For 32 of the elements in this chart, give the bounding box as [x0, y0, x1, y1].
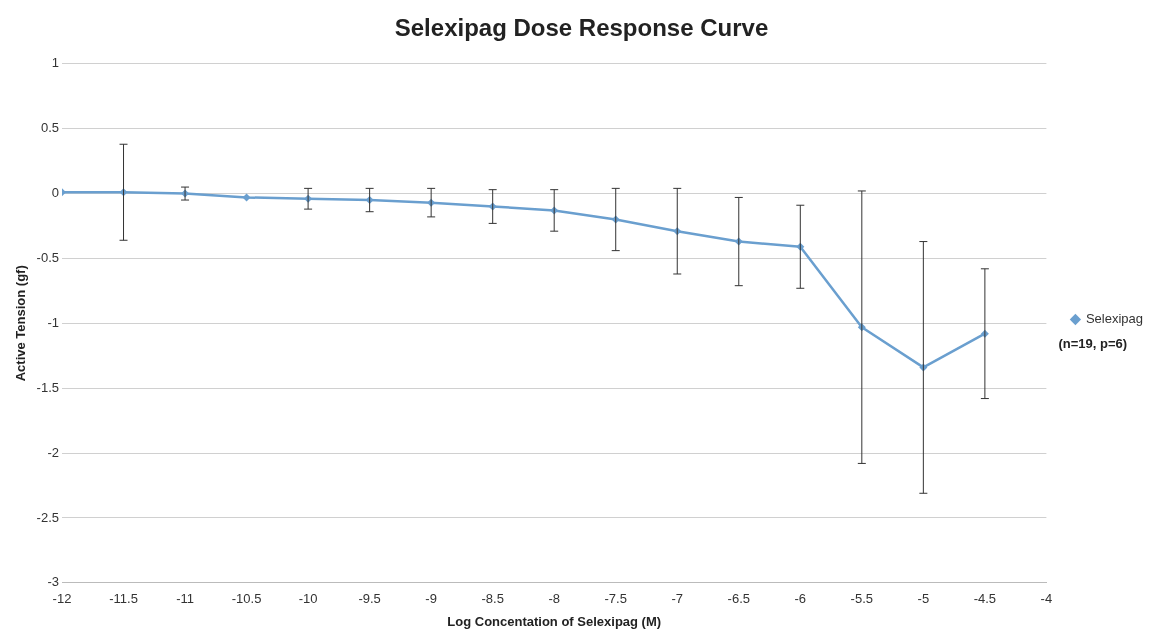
y-tick-label: -2.5 [36, 509, 59, 525]
point [242, 193, 251, 202]
y-tick-label: -0.5 [36, 250, 59, 265]
x-tick-label: -11 [176, 591, 194, 607]
x-tick-label: -6 [794, 591, 807, 607]
x-axis-title: Log Concentation of Selexipag (M) [447, 613, 662, 629]
y-axis-title: Active Tension (gf) [13, 265, 29, 382]
x-tick-label: -7 [671, 591, 684, 607]
y-tick-label: -2 [47, 444, 59, 460]
y-tick-label: 1 [51, 55, 59, 71]
x-tick-label: -10.5 [231, 591, 262, 607]
x-tick-label: -11.5 [109, 591, 138, 607]
x-tick-label: -8.5 [481, 591, 504, 607]
x-tick-label: -12 [52, 591, 72, 607]
x-tick-label: -9 [425, 591, 437, 607]
x-tick-label: -8 [548, 591, 560, 607]
x-tick-label: -5.5 [850, 591, 874, 607]
y-tick-label: -3 [47, 574, 59, 590]
x-tick-label: -6.5 [727, 591, 750, 607]
y-tick-label: -1.5 [36, 379, 59, 395]
y-tick-label: 0 [51, 185, 59, 201]
text: (n=19, p=6) [1058, 336, 1128, 352]
x-tick-label: -4 [1040, 591, 1053, 607]
x-tick-label: -4.5 [973, 591, 997, 607]
x-tick-label: -9.5 [358, 591, 381, 607]
x-tick-label: -5 [917, 591, 930, 607]
chart-title: Selexipag Dose Response Curve [394, 14, 769, 42]
x-tick-label: -10 [298, 591, 318, 607]
legend-label: Selexipag [1085, 311, 1144, 327]
x-tick-label: -7.5 [604, 591, 627, 607]
y-tick-label: 0.5 [40, 120, 59, 136]
y-tick-label: -1 [47, 314, 59, 330]
